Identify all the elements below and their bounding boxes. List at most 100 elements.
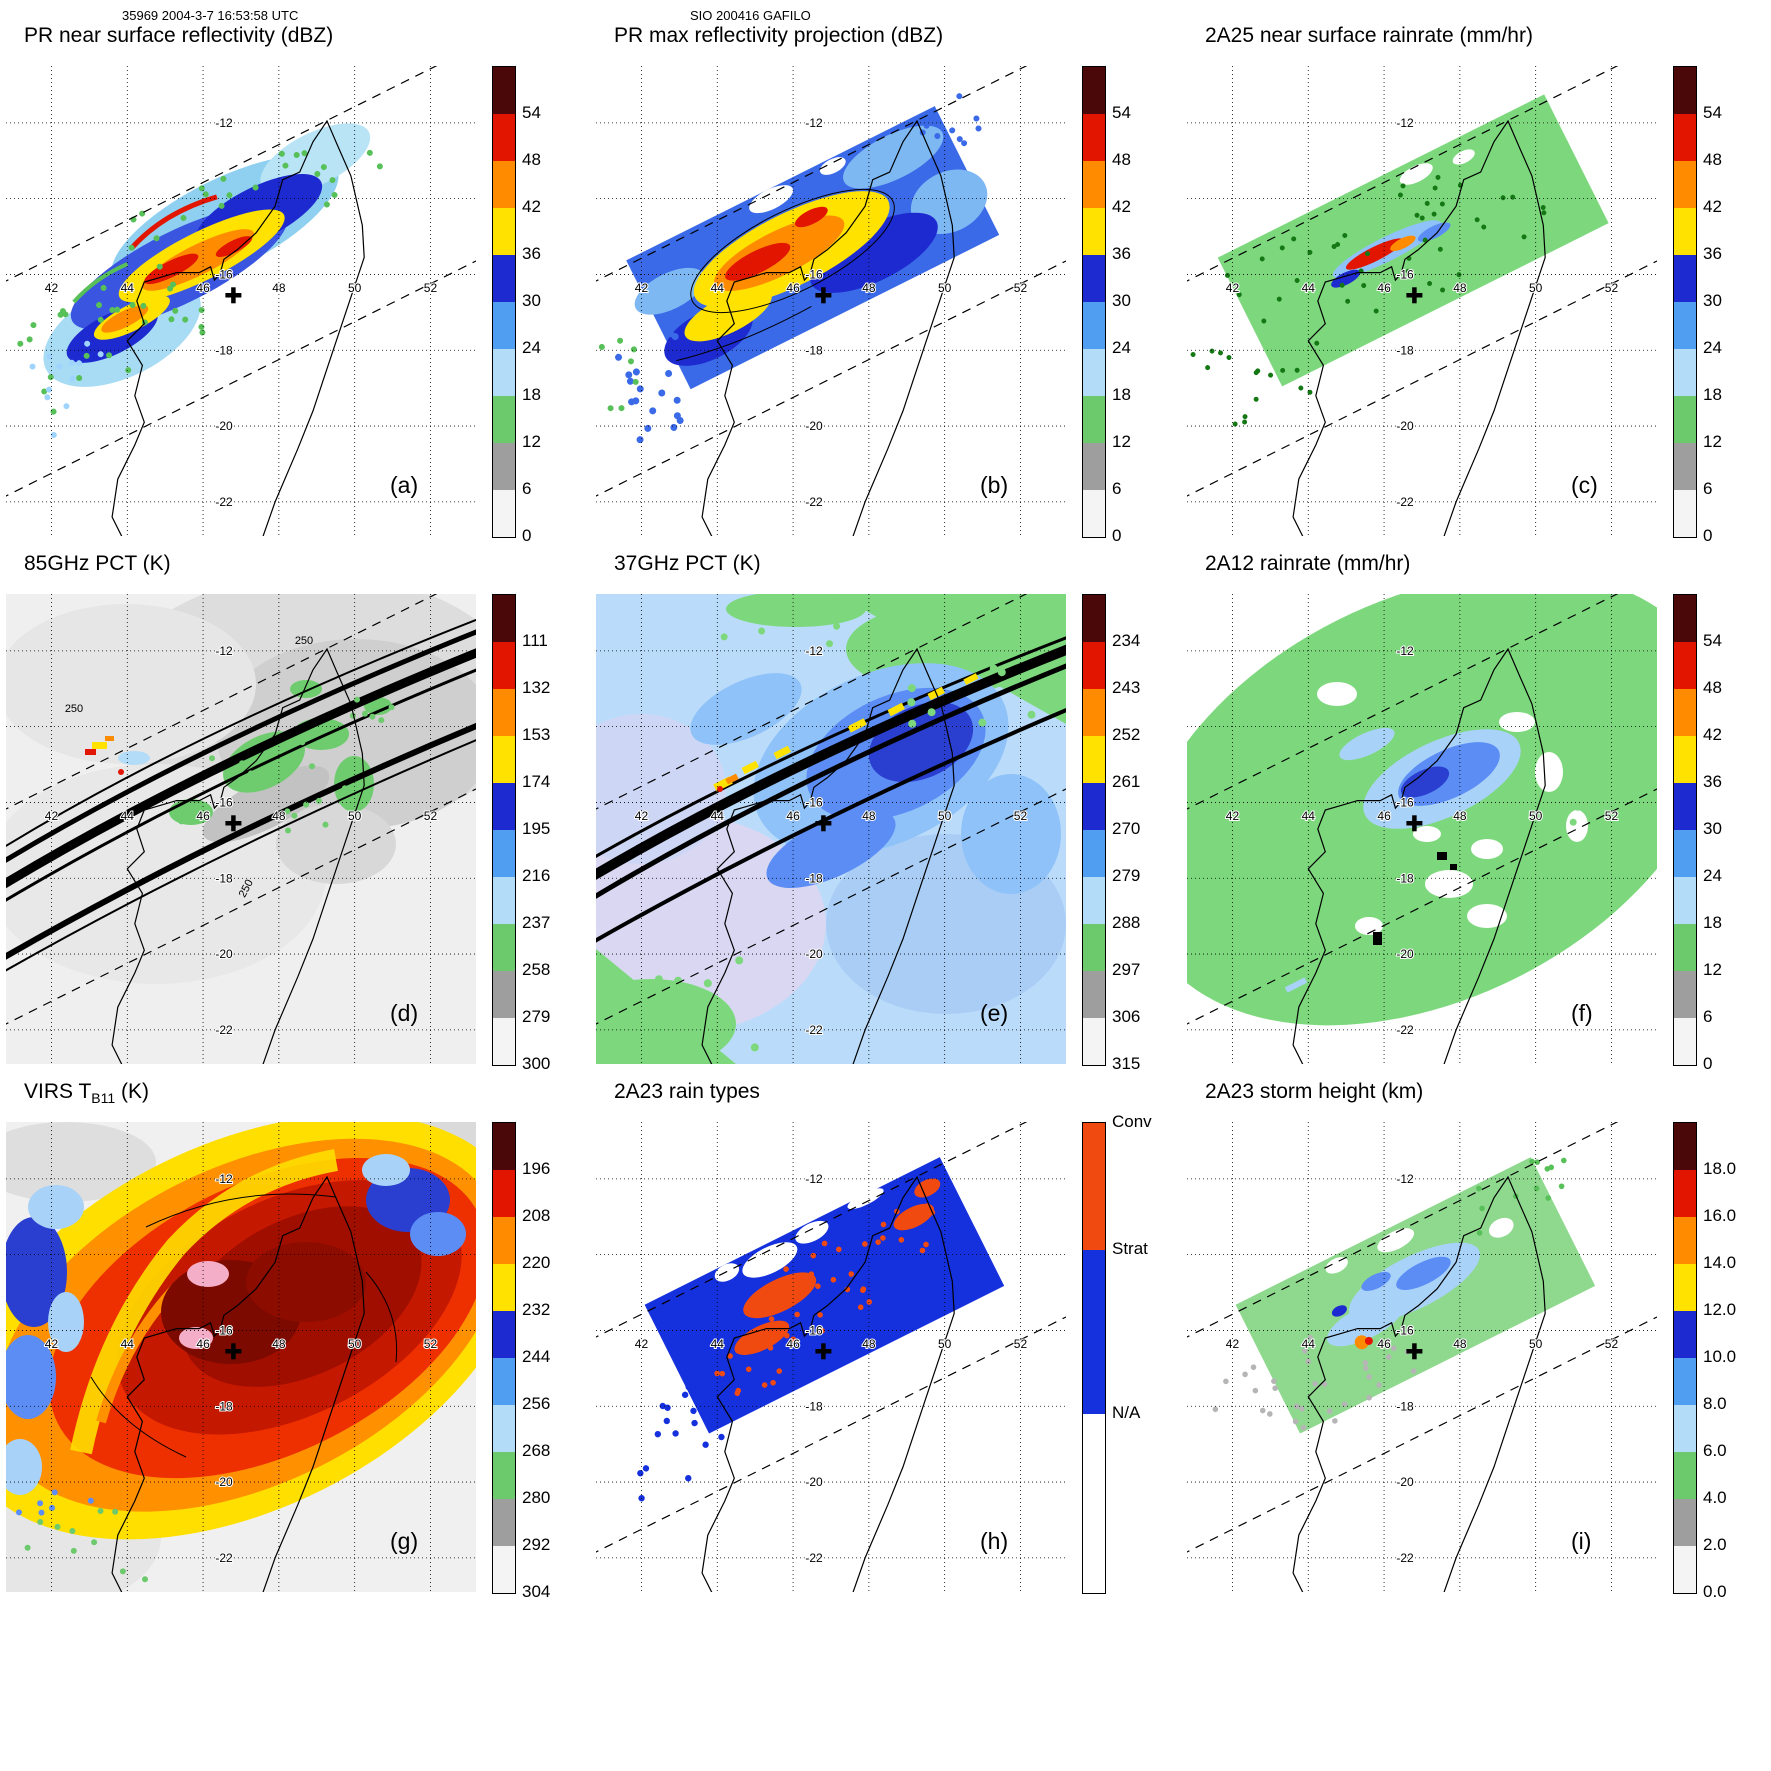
colorbar-segment: [1674, 490, 1696, 537]
svg-text:50: 50: [348, 809, 362, 823]
svg-text:48: 48: [272, 809, 286, 823]
svg-text:-18: -18: [805, 871, 823, 885]
colorbar-segment: [1083, 877, 1105, 924]
svg-text:-12: -12: [215, 644, 233, 658]
colorbar-segment: [1674, 1018, 1696, 1065]
svg-text:42: 42: [45, 281, 59, 295]
colorbar-tick-label: 196: [522, 1159, 551, 1178]
colorbar-category-label: N/A: [1112, 1403, 1141, 1423]
colorbar-segment: [1674, 1123, 1696, 1170]
colorbar-segment: [1674, 1170, 1696, 1217]
svg-text:-16: -16: [215, 1323, 233, 1337]
svg-text:50: 50: [348, 281, 362, 295]
colorbar-segment: [1674, 1358, 1696, 1405]
panel-title: 2A23 rain types: [614, 1080, 760, 1103]
map-svg: 42 44 46 48 50 52 -12 -16 -18 -20 -22: [596, 594, 1066, 1064]
colorbar-tick-label: 304: [522, 1582, 551, 1601]
colorbar-tick-label: 36: [1703, 244, 1722, 263]
colorbar-segment: [493, 161, 515, 208]
colorbar-tick-label: 12: [522, 432, 541, 451]
map-f: 42 44 46 48 50 52 -12 -16 -18 -20 -22 (f): [1187, 594, 1657, 1064]
axis-labels: 42 44 46 48 50 52 -12 -16 -18 -20 -22: [44, 1171, 439, 1566]
storm-height-swath-art: [1212, 1157, 1596, 1434]
colorbar-category-segment: [1083, 1249, 1105, 1415]
header-timestamp: 35969 2004-3-7 16:53:58 UTC: [122, 8, 299, 23]
colorbar-segment: [1083, 114, 1105, 161]
panel-d-85ghz-pct: 85GHz PCT (K): [0, 550, 590, 1078]
colorbar-segment: [493, 114, 515, 161]
colorbar-segment: [1674, 1217, 1696, 1264]
panel-c-2a25-rainrate: 2A25 near surface rainrate (mm/hr) 42 44 4…: [1181, 22, 1771, 550]
colorbar-segment: [493, 255, 515, 302]
swath-edge-lines: [6, 66, 476, 497]
colorbar-tick-label: 36: [522, 244, 541, 263]
colorbar-tick-labels: 54 48 42 36 30 24 18 12 6 0: [522, 66, 586, 545]
rain-type-swath-art: [637, 1157, 1005, 1502]
map-svg: 42 44 46 48 50 52 -12 -16 -18 -20 -22: [6, 66, 476, 536]
colorbar-segment: [493, 1170, 515, 1217]
colorbar-tick-label: 30: [1112, 291, 1131, 310]
colorbar-segment: [493, 736, 515, 783]
colorbar-segment: [1083, 208, 1105, 255]
panel-title: 85GHz PCT (K): [24, 552, 171, 575]
colorbar-tick-label: 30: [1703, 291, 1722, 310]
colorbar-segment: [493, 971, 515, 1018]
colorbar-tick-label: 297: [1112, 960, 1141, 979]
axis-labels: 42 44 46 48 50 52 -12 -16 -18 -20 -22: [1225, 1171, 1620, 1566]
colorbar-tick-label: 12: [1112, 432, 1131, 451]
colorbar-segment: [493, 302, 515, 349]
colorbar-tick-label: 288: [1112, 913, 1141, 932]
colorbar-tick-labels: 234 243 252 261 270 279 288 297 306 315: [1112, 594, 1176, 1073]
svg-text:46: 46: [1377, 809, 1391, 823]
svg-text:44: 44: [121, 1337, 135, 1351]
map-svg: 42 44 46 48 50 52 -12 -16 -18 -20 -22: [1187, 66, 1657, 536]
svg-text:-16: -16: [805, 1323, 823, 1337]
axis-labels: 42 44 46 48 50 52 -12 -16 -18 -20 -22: [44, 115, 439, 510]
colorbar-tick-label: 4.0: [1703, 1488, 1727, 1507]
colorbar-segment: [493, 349, 515, 396]
svg-text:-22: -22: [1396, 1023, 1414, 1037]
map-svg: 42 44 46 48 50 52 -12 -16 -18 -20 -22: [1187, 594, 1657, 1064]
map-svg: 42 44 46 48 50 52 -12 -16 -18 -20 -22: [6, 1122, 476, 1592]
map-i: 42 44 46 48 50 52 -12 -16 -18 -20 -22 (i): [1187, 1122, 1657, 1592]
colorbar-tick-label: 2.0: [1703, 1535, 1727, 1554]
svg-text:-12: -12: [1396, 644, 1414, 658]
svg-text:46: 46: [1377, 281, 1391, 295]
colorbar-segment: [1674, 689, 1696, 736]
colorbar-category-label: Conv: [1112, 1112, 1152, 1131]
svg-text:-22: -22: [1396, 1551, 1414, 1565]
colorbar-segment: [1083, 443, 1105, 490]
coastline: [1292, 1175, 1546, 1592]
reflectivity-projection-swath-art: [598, 93, 1000, 444]
colorbar-tick-label: 54: [1703, 631, 1722, 650]
svg-text:-16: -16: [215, 267, 233, 281]
colorbar-tick-label: 8.0: [1703, 1394, 1727, 1413]
svg-text:-20: -20: [1396, 419, 1414, 433]
axis-labels: 42 44 46 48 50 52 -12 -16 -18 -20 -22: [1225, 643, 1620, 1038]
svg-text:46: 46: [196, 1337, 210, 1351]
panel-title: PR max reflectivity projection (dBZ): [614, 24, 944, 47]
colorbar-segment: [1674, 830, 1696, 877]
svg-text:-16: -16: [215, 795, 233, 809]
colorbar-segment: [1674, 1499, 1696, 1546]
axis-labels: 42 44 46 48 50 52 -12 -16 -18 -20 -22: [1225, 115, 1620, 510]
contour-label: 250: [295, 635, 313, 647]
svg-text:52: 52: [424, 281, 438, 295]
colorbar-tick-label: 132: [522, 678, 551, 697]
map-svg: 42 44 46 48 50 52 -12 -16 -18 -20 -22: [596, 1122, 1066, 1592]
colorbar-tick-label: 6: [1112, 479, 1122, 498]
coastline: [1292, 647, 1546, 1064]
colorbar-tick-label: 153: [522, 725, 551, 744]
colorbar-segment: [493, 396, 515, 443]
colorbar-tick-label: 232: [522, 1300, 551, 1319]
map-svg: 42 44 46 48 50 52 -12 -16 -18 -20 -22: [1187, 1122, 1657, 1592]
svg-text:46: 46: [786, 809, 800, 823]
colorbar-segment: [493, 783, 515, 830]
colorbar-segment: [1083, 302, 1105, 349]
storm-center-marker: [1406, 1343, 1423, 1360]
svg-text:48: 48: [1453, 1337, 1467, 1351]
colorbar-tick-label: 237: [522, 913, 551, 932]
svg-text:50: 50: [1529, 809, 1543, 823]
colorbar-tick-label: 208: [522, 1206, 551, 1225]
